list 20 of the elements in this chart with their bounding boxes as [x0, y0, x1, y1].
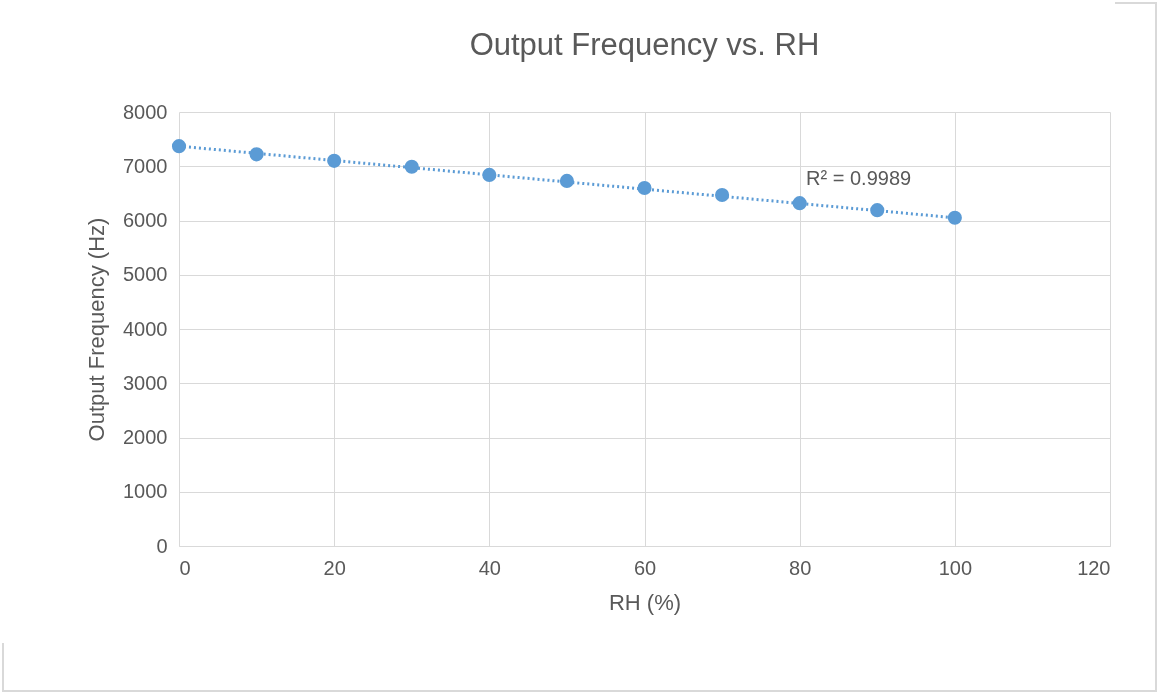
y-tick-label: 5000: [123, 263, 168, 286]
y-axis-title: Output Frequency (Hz): [84, 217, 110, 442]
x-tick-label: 80: [789, 556, 812, 579]
x-tick-label: 60: [633, 556, 657, 579]
y-tick-label: 1000: [123, 480, 168, 503]
y-tick-label: 4000: [123, 317, 168, 340]
x-tick-label: 40: [478, 556, 501, 579]
y-tick-label: 6000: [123, 209, 168, 231]
y-tick-label: 0: [156, 534, 168, 557]
y-tick-label: 3000: [123, 371, 168, 394]
y-tick-label: 8000: [123, 100, 168, 123]
x-tick-label: 100: [938, 556, 973, 579]
x-tick-label: 0: [179, 556, 191, 579]
chart-title: Output Frequency vs. RH: [469, 27, 820, 62]
annotation: R² = 0.9989: [806, 167, 912, 190]
y-tick-label: 2000: [123, 426, 168, 448]
x-axis-title: RH (%): [608, 589, 682, 615]
y-tick-label: 7000: [123, 154, 168, 177]
x-tick-label: 20: [323, 556, 346, 579]
x-tick-label: 120: [1077, 556, 1111, 579]
